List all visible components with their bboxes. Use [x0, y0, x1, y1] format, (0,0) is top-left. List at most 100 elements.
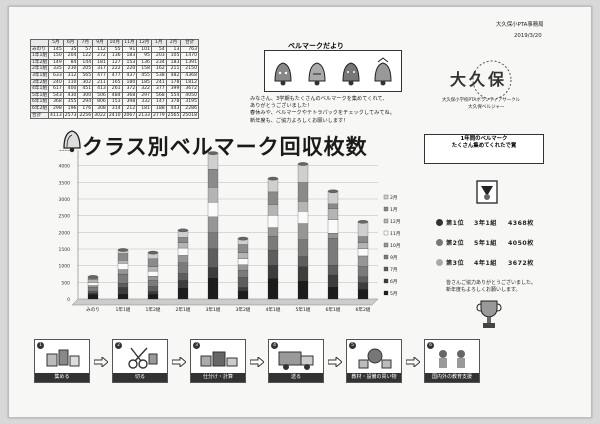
table-cell: 110 [62, 78, 79, 87]
row-label: 1年1組 [29, 52, 50, 60]
message-line: ありがとうございました！ [250, 103, 313, 110]
legend-label: 10月 [390, 243, 400, 249]
table-cell: 506 [92, 91, 108, 100]
y-tick-label: 1000 [59, 264, 71, 270]
table-cell: 145 [48, 45, 64, 54]
bar-segment [237, 264, 249, 271]
bar-segment [237, 287, 249, 292]
bar-segment [357, 221, 369, 237]
bar-segment [87, 285, 99, 288]
table-cell: 2779 [150, 111, 167, 120]
bar-segment [267, 278, 279, 300]
rank-class: 5年1組 [474, 240, 497, 247]
legend-swatch [383, 290, 389, 296]
table-cell: 1470 [180, 52, 199, 60]
bar-cap [267, 176, 279, 181]
legend-swatch [383, 218, 389, 224]
bar-segment [87, 290, 99, 294]
school-supplies-icon [358, 348, 392, 369]
x-tick-label: 3年1組 [205, 306, 220, 313]
table-cell: 477 [92, 71, 108, 80]
bar-segment [87, 282, 99, 286]
table-cell: 2067 [121, 111, 138, 120]
bar-segment [327, 191, 339, 205]
bar-segment [237, 290, 249, 300]
medal-icon [436, 239, 443, 246]
y-tick-label: 1500 [59, 247, 71, 253]
step-education-support: 6 国内外の教育支援 [424, 339, 480, 383]
y-tick-label: 2500 [59, 214, 71, 220]
bell-banner [264, 50, 402, 92]
table-cell: 181 [136, 104, 152, 113]
bar-segment [177, 287, 189, 300]
bar-segment [267, 215, 279, 228]
table-header: 2月 [165, 39, 182, 47]
table-cell: 294 [77, 98, 94, 106]
bar-segment [297, 182, 309, 202]
legend-swatch [383, 254, 389, 260]
table-cell: 3195 [180, 98, 199, 106]
table-cell: 4050 [180, 91, 199, 100]
legend-label: 11月 [390, 231, 400, 237]
legend-swatch [383, 266, 389, 272]
thanks-message: 皆さんご協力ありがとうございました。 新年度もよろしくお願いします。 [446, 280, 536, 294]
main-title: クラス別ベルマーク回収枚数 [82, 135, 368, 159]
table-cell: 153 [106, 98, 123, 106]
row-label: 合計 [29, 111, 50, 120]
message-line: 春休みや、ベルマークやテトラパックをチェックしてみてね。 [250, 110, 395, 117]
step-collect: 1 集める [34, 339, 90, 383]
table-row: 3年1組 633 312 565 477 477 437 455 538 482 4368 [29, 71, 199, 80]
step-label: 仕分け・計算 [191, 373, 245, 382]
table-cell: 2150 [180, 65, 199, 73]
arrow-right-icon [328, 357, 342, 367]
table-cell: 204 [62, 52, 79, 60]
bar-cap [177, 228, 189, 233]
x-tick-label: 6年2組 [355, 306, 370, 313]
bar-segment [147, 293, 159, 300]
arrow-right-icon [172, 357, 186, 367]
bar-segment [357, 266, 369, 277]
legend-swatch [383, 206, 389, 212]
table-cell: 188 [150, 104, 167, 113]
message-line: 新年度も、ご協力よろしくお願いします！ [250, 117, 349, 124]
table-cell: 196 [62, 104, 79, 113]
table-cell: 763 [180, 45, 199, 54]
bar-segment [207, 216, 219, 233]
x-tick-label: 1年2組 [145, 306, 160, 313]
date: 2019/3/20 [514, 33, 542, 39]
table-cell: 240 [48, 78, 64, 87]
table-cell: 136 [136, 58, 152, 67]
x-tick-label: 4年1組 [265, 306, 280, 313]
y-tick-label: 3500 [59, 180, 71, 186]
bar-segment [147, 286, 159, 292]
rank-place: 第3位 [446, 260, 465, 267]
table-cell: 153 [121, 58, 138, 67]
bar-segment [357, 242, 369, 249]
ranking-list: 第1位 3年1組 4368枚 第2位 5年1組 4050枚 第3位 4年1組 3… [436, 216, 556, 276]
table-cell: 35 [62, 45, 79, 54]
table-row: 5年1組 543 430 300 506 484 368 297 568 554 4050 [29, 91, 199, 100]
table-cell: 211 [92, 78, 108, 87]
bar-segment [327, 208, 339, 220]
table-cell: 617 [48, 85, 64, 93]
logo-text: 大久保 [450, 70, 508, 89]
table-cell: 430 [62, 91, 79, 100]
table-cell: 25018 [180, 111, 199, 120]
thanks-line: 新年度もよろしくお願いします。 [446, 287, 521, 293]
table-cell: 185 [136, 78, 152, 87]
row-label: 1年2組 [29, 58, 50, 67]
table-cell: 806 [92, 98, 108, 106]
table-header: 1月 [150, 39, 167, 47]
step-number: 5 [349, 342, 356, 349]
table-header: 合計 [180, 39, 199, 47]
row-label: 4年1組 [29, 85, 50, 93]
bar-segment [207, 169, 219, 188]
award-box: 1年間のベルマーク たくさん集めてくれたで賞 [424, 134, 544, 164]
step-number: 6 [427, 342, 434, 349]
bell-icon [63, 130, 81, 153]
table-cell: 2565 [165, 111, 182, 120]
table-cell: 127 [106, 58, 123, 67]
truck-icon [278, 351, 314, 370]
table-row: 6年2組 298 196 176 308 314 212 181 188 443 2286 [29, 104, 199, 113]
table-cell: 122 [77, 52, 94, 60]
